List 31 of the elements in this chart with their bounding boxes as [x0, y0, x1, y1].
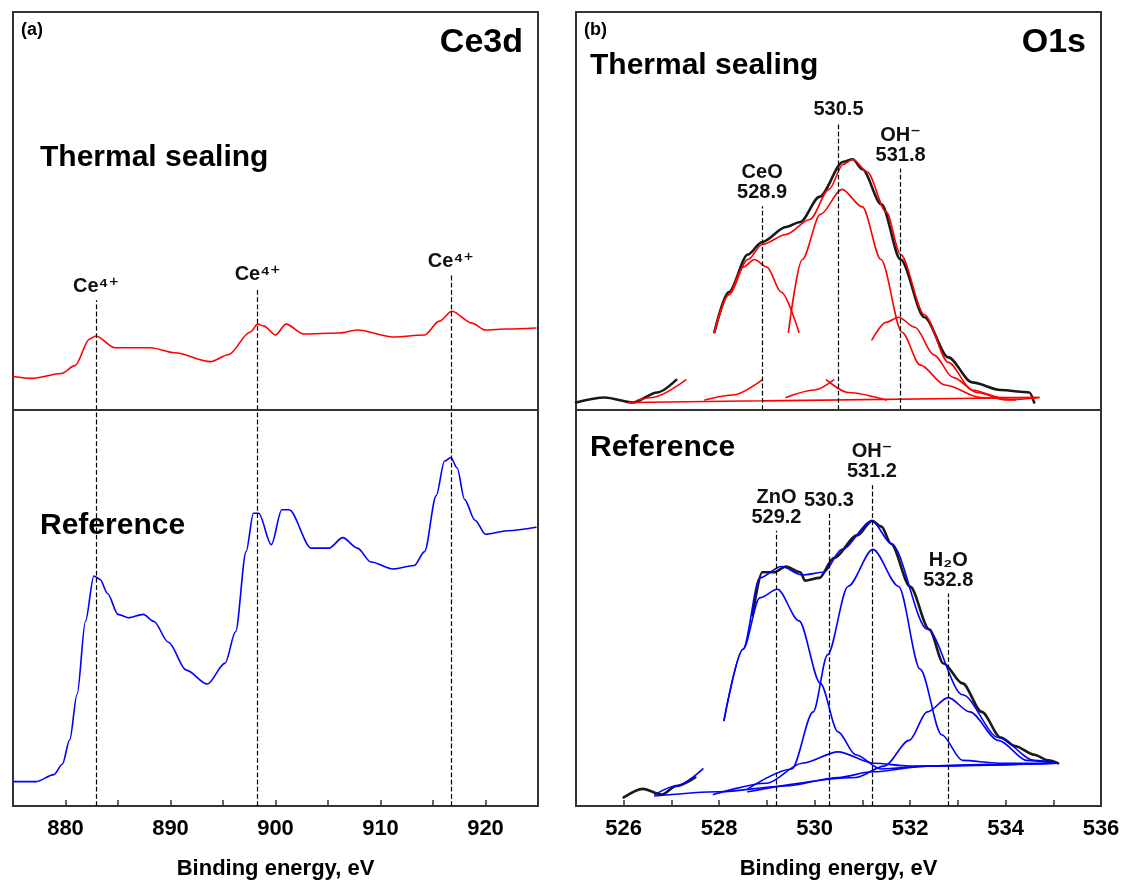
ref-line-label: OH⁻ 531.8: [875, 122, 926, 165]
ref-line-label: H₂O 532.8: [923, 547, 974, 590]
x-axis-title: Binding energy, eV: [739, 854, 938, 880]
x-tick-label: 530: [796, 814, 833, 840]
x-tick-label: 880: [47, 814, 84, 840]
chart-title: O1s: [1021, 21, 1086, 59]
text: (b): [584, 19, 607, 39]
x-tick-label: 920: [467, 814, 504, 840]
x-tick-label: 900: [257, 814, 294, 840]
text: Thermal sealing: [590, 46, 819, 80]
ref-line-label: Ce⁴⁺: [427, 249, 474, 272]
x-tick-label: 536: [1082, 814, 1120, 840]
ref-line-label: Ce⁴⁺: [72, 274, 119, 297]
ref-line-label: 530.3: [803, 487, 854, 510]
ref-line-label: CeO 528.9: [737, 160, 788, 203]
x-tick-label: 526: [605, 814, 643, 840]
text: Reference: [590, 428, 736, 462]
ref-line-label: OH⁻ 531.2: [846, 439, 897, 482]
x-tick-label: 534: [987, 814, 1025, 840]
ref-line-label: 530.5: [813, 97, 864, 120]
ref-line-label: ZnO 529.2: [751, 484, 802, 527]
x-tick-label: 910: [362, 814, 399, 840]
x-tick-label: 528: [700, 814, 738, 840]
x-axis-title: Binding energy, eV: [176, 854, 375, 880]
chart-title: Ce3d: [439, 21, 523, 59]
ref-line-label: Ce⁴⁺: [234, 262, 281, 285]
annotation: Reference: [40, 506, 186, 540]
text: (a): [21, 19, 43, 39]
x-tick-label: 532: [891, 814, 929, 840]
text: Thermal sealing: [40, 138, 269, 172]
x-tick-label: 890: [152, 814, 189, 840]
